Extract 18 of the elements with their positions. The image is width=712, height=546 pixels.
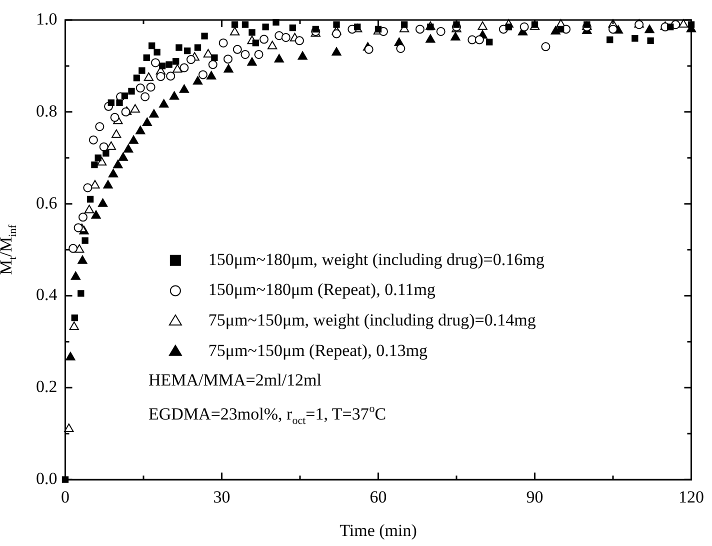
x-tick-label: 90 [526, 487, 544, 506]
text: 0.0 [36, 469, 58, 488]
legend-label: 75μm~150μm, weight (including drug)=0.14mg [208, 310, 536, 330]
x-axis-title: Time (min) [340, 521, 417, 540]
y-tick-label: 0.6 [36, 193, 58, 212]
legend-label: 150μm~180μm (Repeat), 0.11mg [208, 280, 436, 300]
y-tick-label: 0.4 [36, 285, 58, 304]
annotation: HEMA/MMA=2ml/12ml [148, 370, 322, 390]
legend-label: 75μm~150μm (Repeat), 0.13mg [208, 340, 428, 360]
y-tick-label: 1.0 [36, 9, 58, 28]
y-tick-label: 0.8 [36, 101, 58, 120]
x-tick-label: 120 [678, 487, 704, 506]
x-tick-label: 30 [213, 487, 230, 506]
x-tick-label: 60 [370, 487, 387, 506]
x-tick-label: 0 [61, 487, 70, 506]
y-tick-label: 0.2 [36, 377, 58, 396]
y-axis-title: Mt/Minf [0, 224, 20, 275]
legend-label: 150μm~180μm, weight (including drug)=0.16mg [208, 250, 545, 269]
